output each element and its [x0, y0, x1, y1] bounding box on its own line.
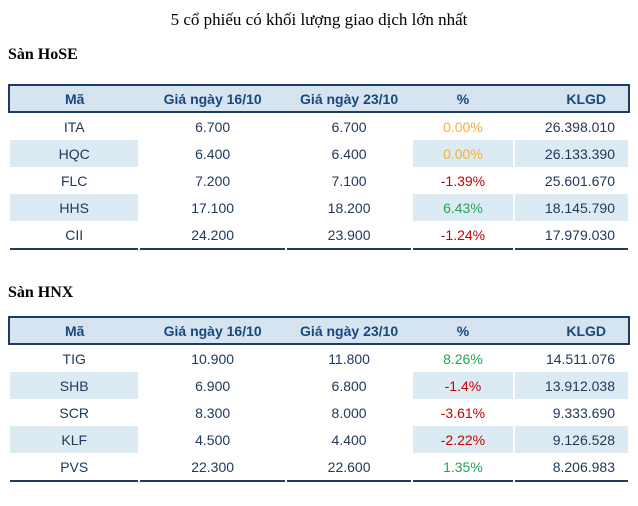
stock-code-cell: HQC — [7, 140, 141, 167]
volume-cell: 14.511.076 — [512, 344, 631, 372]
header-row: Mã Giá ngày 16/10 Giá ngày 23/10 % KLGD — [9, 85, 629, 113]
table-row: HHS 17.100 18.200 6.43% 18.145.790 — [7, 194, 631, 221]
hose-table-header: Mã Giá ngày 16/10 Giá ngày 23/10 % KLGD — [9, 85, 629, 113]
price-16-cell: 24.200 — [138, 221, 287, 249]
price-23-cell: 22.600 — [284, 453, 414, 481]
column-header-ma: Mã — [9, 317, 140, 345]
hose-table: Mã Giá ngày 16/10 Giá ngày 23/10 % KLGD … — [7, 84, 631, 250]
table-row: SHB 6.900 6.800 -1.4% 13.912.038 — [7, 372, 631, 399]
price-16-cell: 17.100 — [138, 194, 287, 221]
stock-code-cell: PVS — [7, 453, 141, 481]
volume-cell: 26.398.010 — [512, 112, 631, 140]
column-header-klgd: KLGD — [513, 317, 629, 345]
volume-cell: 18.145.790 — [512, 194, 631, 221]
column-header-pct: % — [412, 85, 514, 113]
percent-change-cell: -1.4% — [411, 372, 515, 399]
stock-code-cell: SCR — [7, 399, 141, 426]
stock-code-cell: KLF — [7, 426, 141, 453]
table-row: PVS 22.300 22.600 1.35% 8.206.983 — [7, 453, 631, 481]
percent-change-cell: -2.22% — [411, 426, 515, 453]
price-16-cell: 6.400 — [138, 140, 287, 167]
column-header-gia16: Giá ngày 16/10 — [139, 317, 286, 345]
price-16-cell: 8.300 — [138, 399, 287, 426]
price-16-cell: 6.700 — [138, 112, 287, 140]
table-row: ITA 6.700 6.700 0.00% 26.398.010 — [7, 112, 631, 140]
stock-code-cell: FLC — [7, 167, 141, 194]
percent-change-cell: -3.61% — [411, 399, 515, 426]
price-16-cell: 22.300 — [138, 453, 287, 481]
column-header-gia16: Giá ngày 16/10 — [139, 85, 286, 113]
hose-table-body: ITA 6.700 6.700 0.00% 26.398.010 HQC 6.400 6.40… — [7, 112, 631, 249]
hnx-table-header: Mã Giá ngày 16/10 Giá ngày 23/10 % KLGD — [9, 317, 629, 345]
price-23-cell: 4.400 — [284, 426, 414, 453]
price-23-cell: 6.400 — [284, 140, 414, 167]
table-row: CII 24.200 23.900 -1.24% 17.979.030 — [7, 221, 631, 249]
price-23-cell: 7.100 — [284, 167, 414, 194]
volume-cell: 9.126.528 — [512, 426, 631, 453]
hnx-table-body: TIG 10.900 11.800 8.26% 14.511.076 SHB 6.900 6.… — [7, 344, 631, 481]
column-header-gia23: Giá ngày 23/10 — [285, 317, 413, 345]
table-row: TIG 10.900 11.800 8.26% 14.511.076 — [7, 344, 631, 372]
percent-change-cell: 0.00% — [411, 112, 515, 140]
price-23-cell: 8.000 — [284, 399, 414, 426]
section-label-hose: Sàn HoSE — [8, 46, 78, 63]
stock-code-cell: HHS — [7, 194, 141, 221]
volume-cell: 8.206.983 — [512, 453, 631, 481]
price-23-cell: 11.800 — [284, 344, 414, 372]
hnx-table: Mã Giá ngày 16/10 Giá ngày 23/10 % KLGD … — [7, 316, 631, 482]
percent-change-cell: 6.43% — [411, 194, 515, 221]
column-header-ma: Mã — [9, 85, 140, 113]
stock-code-cell: TIG — [7, 344, 141, 372]
price-23-cell: 6.700 — [284, 112, 414, 140]
price-23-cell: 6.800 — [284, 372, 414, 399]
table-row: KLF 4.500 4.400 -2.22% 9.126.528 — [7, 426, 631, 453]
volume-cell: 17.979.030 — [512, 221, 631, 249]
page-title: 5 cổ phiếu có khối lượng giao dịch lớn n… — [170, 10, 468, 29]
column-header-gia23: Giá ngày 23/10 — [285, 85, 413, 113]
stock-code-cell: ITA — [7, 112, 141, 140]
percent-change-cell: 0.00% — [411, 140, 515, 167]
table-row: FLC 7.200 7.100 -1.39% 25.601.670 — [7, 167, 631, 194]
price-16-cell: 10.900 — [138, 344, 287, 372]
percent-change-cell: -1.39% — [411, 167, 515, 194]
percent-change-cell: 1.35% — [411, 453, 515, 481]
table-row: HQC 6.400 6.400 0.00% 26.133.390 — [7, 140, 631, 167]
price-23-cell: 23.900 — [284, 221, 414, 249]
stock-code-cell: CII — [7, 221, 141, 249]
volume-cell: 26.133.390 — [512, 140, 631, 167]
volume-cell: 9.333.690 — [512, 399, 631, 426]
price-16-cell: 7.200 — [138, 167, 287, 194]
column-header-pct: % — [412, 317, 514, 345]
price-23-cell: 18.200 — [284, 194, 414, 221]
volume-cell: 13.912.038 — [512, 372, 631, 399]
volume-cell: 25.601.670 — [512, 167, 631, 194]
percent-change-cell: -1.24% — [411, 221, 515, 249]
section-label-hnx: Sàn HNX — [8, 284, 74, 301]
table-row: SCR 8.300 8.000 -3.61% 9.333.690 — [7, 399, 631, 426]
percent-change-cell: 8.26% — [411, 344, 515, 372]
page: 5 cổ phiếu có khối lượng giao dịch lớn n… — [0, 10, 638, 506]
column-header-klgd: KLGD — [513, 85, 629, 113]
header-row: Mã Giá ngày 16/10 Giá ngày 23/10 % KLGD — [9, 317, 629, 345]
price-16-cell: 6.900 — [138, 372, 287, 399]
stock-code-cell: SHB — [7, 372, 141, 399]
price-16-cell: 4.500 — [138, 426, 287, 453]
